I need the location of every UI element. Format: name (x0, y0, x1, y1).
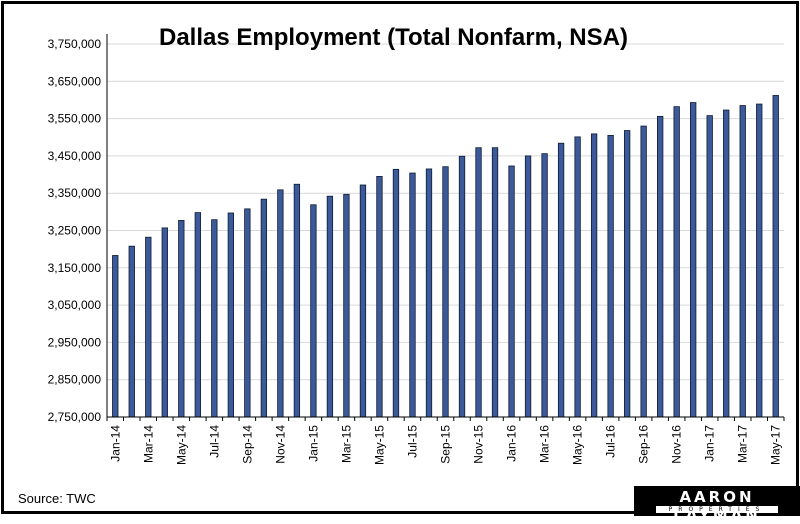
y-tick-label: 2,850,000 (48, 373, 102, 387)
x-tick-label: Jan-17 (703, 425, 717, 462)
chart-title: Dallas Employment (Total Nonfarm, NSA) (159, 24, 628, 51)
bar (590, 133, 598, 418)
y-tick-label: 2,950,000 (48, 335, 102, 349)
bar (458, 155, 466, 418)
bar (376, 176, 383, 418)
bar (607, 134, 614, 418)
bar (227, 212, 234, 418)
x-tick-label: May-15 (372, 425, 386, 465)
y-tick-label: 3,550,000 (48, 112, 102, 126)
x-tick-label: Jan-15 (306, 425, 320, 462)
bar (343, 193, 350, 418)
source-note: Source: TWC (18, 491, 96, 506)
bar (178, 220, 185, 418)
x-tick-label: Jul-16 (604, 425, 618, 458)
x-tick-label: May-14 (174, 425, 188, 465)
bar (640, 125, 647, 418)
bar (244, 208, 251, 418)
y-tick-label: 3,150,000 (48, 261, 102, 275)
y-tick-label: 2,750,000 (48, 410, 102, 424)
bar (756, 103, 763, 418)
bar (260, 198, 268, 418)
bar (145, 236, 152, 418)
logo-subtitle: PROPERTIES (656, 506, 778, 513)
y-tick-label: 3,050,000 (48, 298, 102, 312)
bar (409, 172, 416, 418)
bar (706, 115, 713, 418)
bar (194, 212, 201, 418)
x-tick-label: Jan-14 (108, 425, 122, 462)
x-tick-label: Mar-16 (538, 425, 552, 463)
bar (690, 102, 697, 418)
bar (211, 219, 218, 418)
bar (657, 115, 664, 418)
x-tick-label: Nov-14 (273, 425, 287, 464)
axes (106, 34, 785, 421)
bar (772, 95, 779, 418)
bar (112, 255, 119, 418)
bar (524, 155, 532, 418)
bar (491, 147, 499, 418)
y-tick-label: 3,450,000 (48, 149, 102, 163)
bar (557, 142, 565, 418)
bar (392, 168, 400, 418)
bar (508, 165, 515, 418)
bar (128, 245, 135, 418)
bar (326, 195, 334, 418)
bar (574, 136, 581, 418)
y-tick-label: 3,350,000 (48, 186, 102, 200)
x-tick-label: Mar-17 (736, 425, 750, 463)
x-tick-label: Sep-15 (439, 425, 453, 464)
bar (623, 130, 631, 418)
bar (310, 204, 317, 418)
bar (739, 105, 746, 418)
bars (112, 95, 779, 418)
bar (425, 168, 433, 418)
bar (359, 184, 367, 418)
x-tick-label: Jul-14 (207, 425, 221, 458)
bar-chart: 2,750,000 2,850,000 2,950,000 3,050,000 3,15… (48, 34, 785, 465)
bar (475, 147, 482, 418)
bar (293, 183, 301, 418)
y-tick-labels: 2,750,000 2,850,000 2,950,000 3,050,000 3,15… (48, 37, 102, 424)
bar (723, 109, 730, 418)
x-tick-label: Mar-14 (141, 425, 155, 463)
x-tick-label: Sep-16 (637, 425, 651, 464)
bar (442, 166, 449, 418)
y-tick-label: 3,650,000 (48, 74, 102, 88)
x-tick-label: Sep-14 (240, 425, 254, 464)
x-tick-label: Nov-15 (472, 425, 486, 464)
brand-logo: AARON LAYMAN PROPERTIES (634, 486, 800, 524)
x-tick-label: Nov-16 (670, 425, 684, 464)
x-tick-label: May-16 (571, 425, 585, 465)
x-tick-label: May-17 (769, 425, 783, 465)
x-tick-label: Jan-16 (505, 425, 519, 462)
bar (541, 153, 548, 418)
bar (161, 227, 168, 418)
bar (277, 189, 284, 418)
bar (673, 106, 680, 418)
x-tick-labels: Jan-14 Mar-14 May-14 Jul-14 Sep-14 Nov-14 Jan-… (108, 425, 782, 465)
y-tick-label: 3,750,000 (48, 37, 102, 51)
x-tick-label: Mar-15 (339, 425, 353, 463)
y-tick-label: 3,250,000 (48, 224, 102, 238)
x-tick-label: Jul-15 (405, 425, 419, 458)
